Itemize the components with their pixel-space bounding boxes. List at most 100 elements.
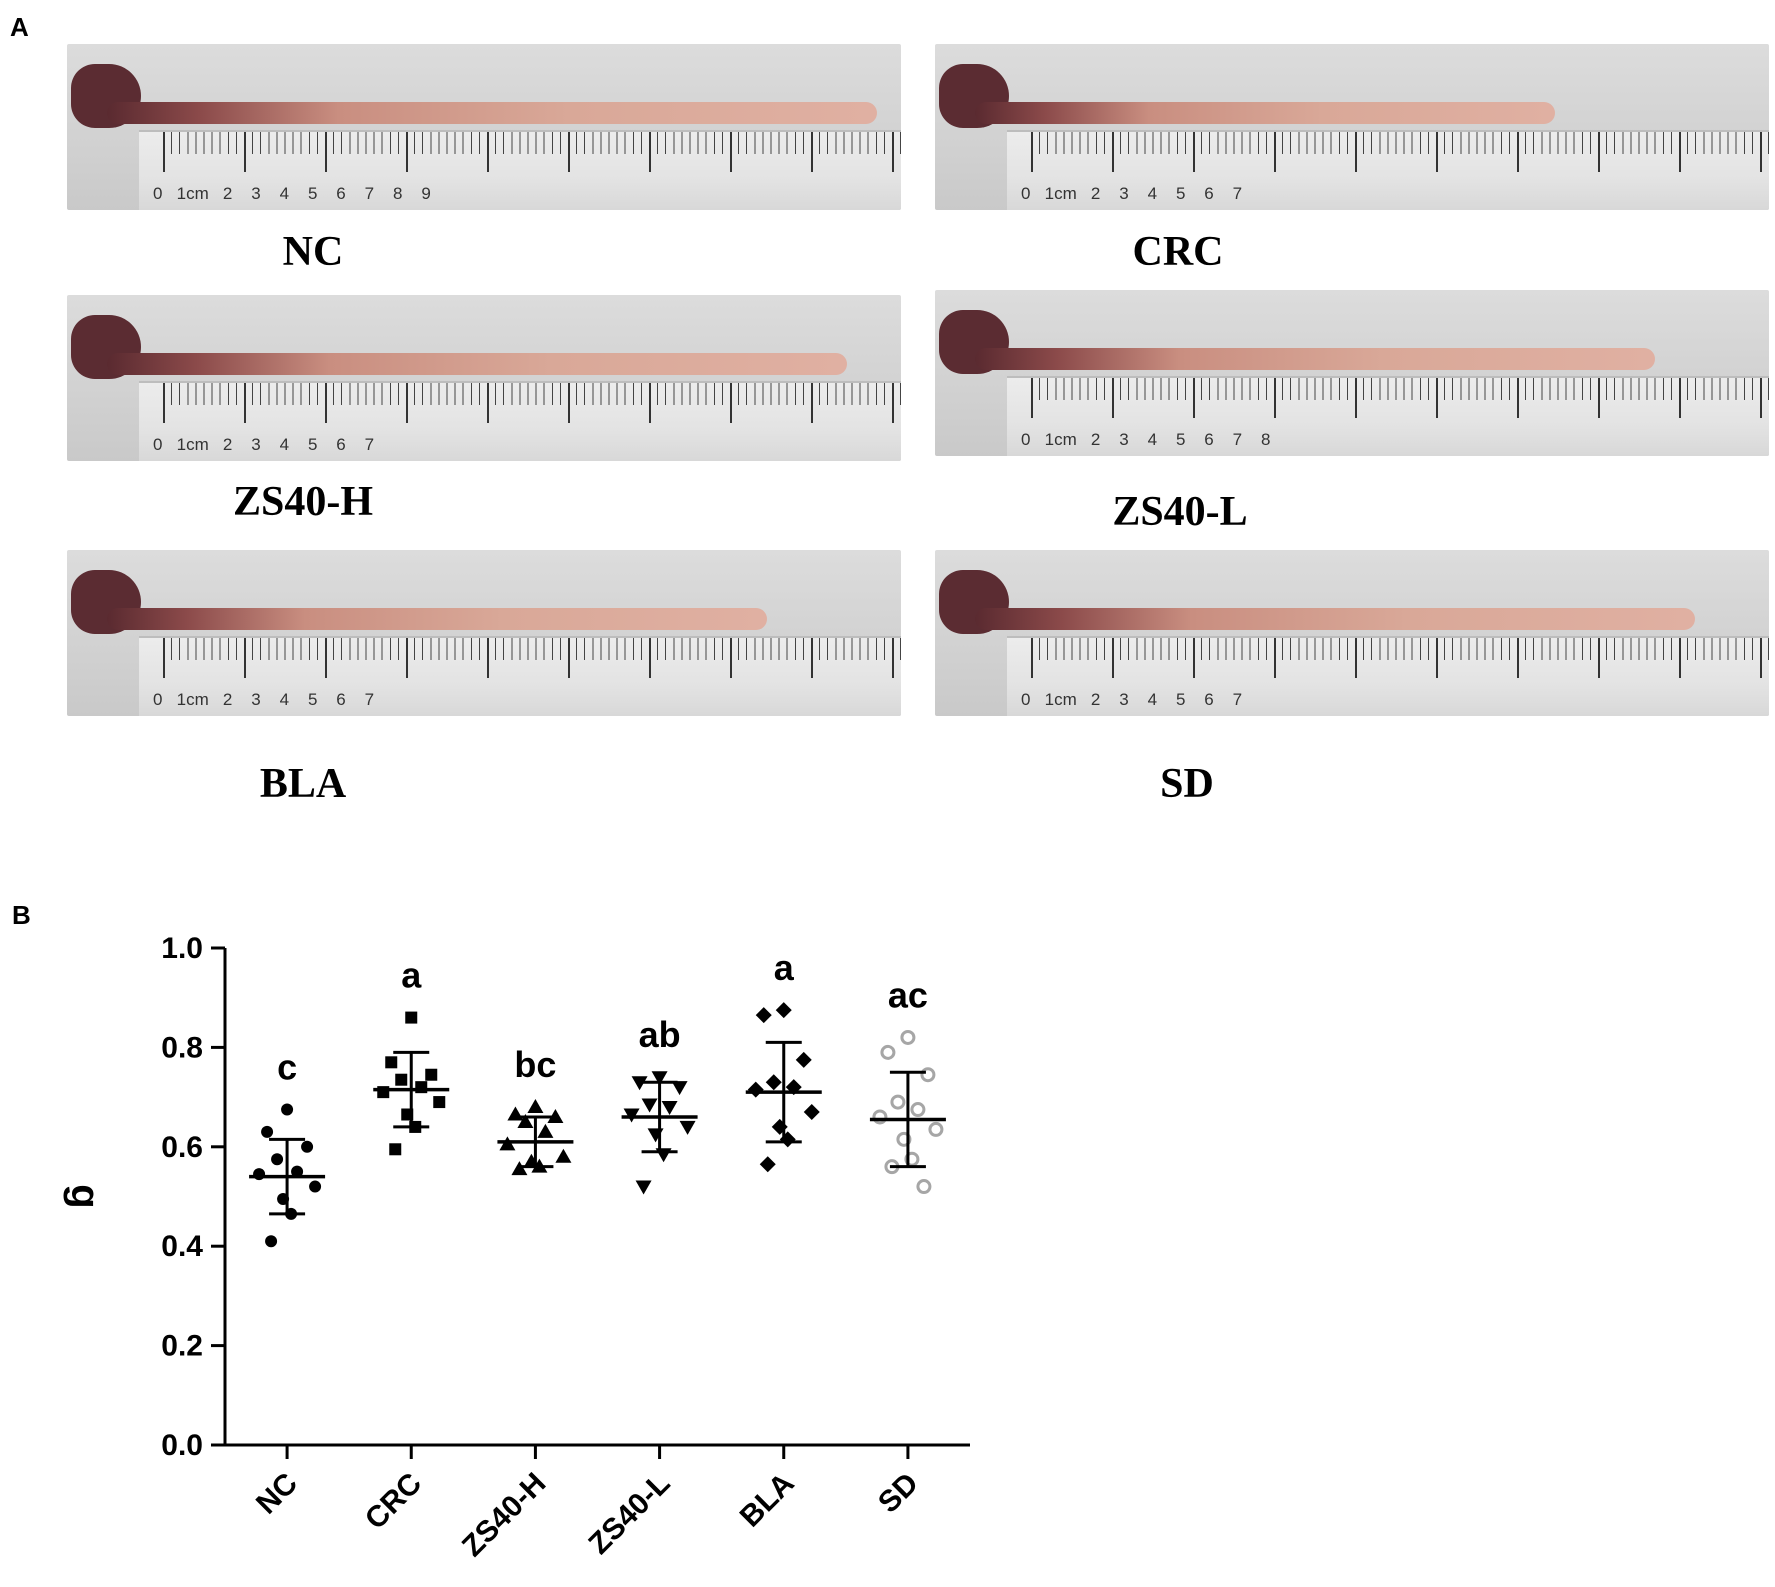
colon-tissue bbox=[975, 608, 1695, 630]
x-tick-label: CRC bbox=[359, 1467, 428, 1536]
data-point bbox=[765, 1074, 782, 1091]
x-tick-label: NC bbox=[250, 1467, 304, 1521]
data-point bbox=[405, 1011, 418, 1024]
ruler-numbers: 0 1cm 2 3 4 5 6 7 bbox=[1021, 690, 1243, 709]
data-point bbox=[433, 1096, 446, 1109]
data-point bbox=[779, 1131, 796, 1148]
significance-label: ac bbox=[888, 974, 928, 1015]
data-point bbox=[635, 1180, 652, 1195]
photo-label-sd: SD bbox=[1160, 761, 1214, 807]
data-point bbox=[916, 1179, 932, 1195]
y-tick-label: 0.6 bbox=[161, 1131, 203, 1164]
data-point bbox=[651, 1071, 668, 1086]
photo-label-zs40-h: ZS40-H bbox=[232, 479, 374, 525]
ruler-ticks bbox=[1031, 132, 1769, 172]
colon-photo-sd: 0 1cm 2 3 4 5 6 7 bbox=[935, 550, 1769, 716]
series-zs40-l: ab bbox=[621, 1014, 698, 1195]
data-point bbox=[537, 1123, 554, 1138]
colon-tissue bbox=[975, 348, 1655, 370]
data-point bbox=[261, 1125, 274, 1138]
photo-label-zs40-l: ZS40-L bbox=[1112, 489, 1248, 535]
ruler-numbers: 0 1cm 2 3 4 5 6 7 bbox=[153, 435, 375, 454]
data-point bbox=[547, 1108, 564, 1123]
data-point bbox=[395, 1073, 408, 1086]
colon-photo-zs40-h: 0 1cm 2 3 4 5 6 7 bbox=[67, 295, 901, 461]
colon-weight-scatter-chart: 0.0 0.2 0.4 0.6 0.8 1.0 g NC CRC ZS40-H ZS40-L BLA S… bbox=[63, 932, 970, 1563]
colon-photo-crc: 0 1cm 2 3 4 5 6 7 bbox=[935, 44, 1769, 210]
y-tick-label: 0.2 bbox=[161, 1330, 203, 1363]
data-point bbox=[661, 1101, 678, 1116]
data-point bbox=[389, 1143, 402, 1156]
significance-label: bc bbox=[514, 1044, 556, 1085]
ruler: 0 1cm 2 3 4 5 6 7 bbox=[1007, 636, 1769, 716]
series-bla: a bbox=[745, 947, 822, 1173]
ruler: 0 1cm 2 3 4 5 6 7 bbox=[139, 381, 901, 461]
photo-label-nc: NC bbox=[282, 229, 344, 275]
colon-photo-zs40-l: 0 1cm 2 3 4 5 6 7 8 bbox=[935, 290, 1769, 456]
data-point bbox=[271, 1153, 284, 1166]
chart-axes: 0.0 0.2 0.4 0.6 0.8 1.0 g NC CRC ZS40-H ZS40-L BLA S… bbox=[63, 932, 970, 1563]
series-crc: a bbox=[373, 955, 450, 1156]
colon-photo-bla: 0 1cm 2 3 4 5 6 7 bbox=[67, 550, 901, 716]
data-point bbox=[928, 1121, 944, 1137]
x-tick-label: BLA bbox=[734, 1467, 801, 1534]
ruler-numbers: 0 1cm 2 3 4 5 6 7 bbox=[1021, 184, 1243, 203]
chart-marks: c a bc ab a ac bbox=[249, 947, 946, 1248]
data-point bbox=[900, 1029, 916, 1045]
x-tick-label: ZS40-L bbox=[582, 1467, 676, 1561]
ruler: 0 1cm 2 3 4 5 6 7 8 bbox=[1007, 376, 1769, 456]
data-point bbox=[795, 1051, 812, 1068]
data-point bbox=[555, 1148, 572, 1163]
significance-label: a bbox=[401, 955, 422, 996]
ruler-ticks bbox=[163, 132, 901, 172]
data-point bbox=[281, 1103, 294, 1116]
photo-label-bla: BLA bbox=[259, 761, 347, 807]
data-point bbox=[775, 1002, 792, 1019]
data-point bbox=[803, 1104, 820, 1121]
x-tick-label: SD bbox=[872, 1467, 925, 1520]
y-axis-label: g bbox=[63, 1184, 107, 1208]
significance-label: ab bbox=[639, 1014, 681, 1055]
data-point bbox=[291, 1165, 304, 1178]
data-point bbox=[785, 1079, 802, 1096]
data-point bbox=[880, 1044, 896, 1060]
ruler: 0 1cm 2 3 4 5 6 7 bbox=[1007, 130, 1769, 210]
colon-tissue bbox=[107, 353, 847, 375]
ruler-numbers: 0 1cm 2 3 4 5 6 7 8 bbox=[1021, 430, 1271, 449]
y-tick-label: 0.0 bbox=[161, 1429, 203, 1462]
y-tick-label: 1.0 bbox=[161, 932, 203, 965]
data-point bbox=[425, 1068, 438, 1081]
ruler: 0 1cm 2 3 4 5 6 7 8 9 bbox=[139, 130, 901, 210]
data-point bbox=[527, 1099, 544, 1114]
data-point bbox=[385, 1056, 398, 1069]
ruler: 0 1cm 2 3 4 5 6 7 bbox=[139, 636, 901, 716]
data-point bbox=[910, 1102, 926, 1118]
data-point bbox=[920, 1067, 936, 1083]
series-sd: ac bbox=[869, 974, 946, 1195]
ruler-numbers: 0 1cm 2 3 4 5 6 7 bbox=[153, 690, 375, 709]
ruler-numbers: 0 1cm 2 3 4 5 6 7 8 9 bbox=[153, 184, 431, 203]
data-point bbox=[517, 1113, 534, 1128]
data-point bbox=[759, 1156, 776, 1173]
y-tick-label: 0.8 bbox=[161, 1031, 203, 1064]
series-nc: c bbox=[249, 1047, 326, 1248]
data-point bbox=[631, 1076, 648, 1091]
series-zs40-h: bc bbox=[497, 1044, 574, 1176]
data-point bbox=[671, 1081, 688, 1096]
data-point bbox=[647, 1128, 664, 1143]
data-point bbox=[755, 1007, 772, 1024]
y-tick-label: 0.4 bbox=[161, 1230, 203, 1263]
ruler-ticks bbox=[163, 638, 901, 678]
ruler-ticks bbox=[1031, 378, 1769, 418]
ruler-ticks bbox=[1031, 638, 1769, 678]
colon-tissue bbox=[107, 102, 877, 124]
panel-a-letter: A bbox=[10, 12, 29, 42]
data-point bbox=[301, 1140, 314, 1153]
data-point bbox=[641, 1098, 658, 1113]
significance-label: c bbox=[277, 1047, 297, 1088]
colon-tissue bbox=[107, 608, 767, 630]
data-point bbox=[771, 1118, 788, 1135]
data-point bbox=[679, 1120, 696, 1135]
photo-label-crc: CRC bbox=[1132, 229, 1224, 275]
x-tick-label: ZS40-H bbox=[456, 1467, 552, 1563]
